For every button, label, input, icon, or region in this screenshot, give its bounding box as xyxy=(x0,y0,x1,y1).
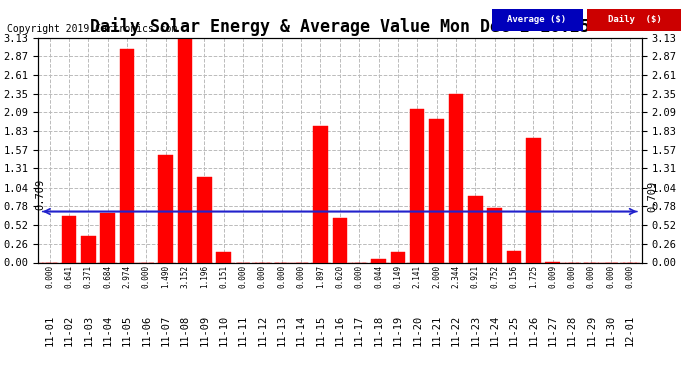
Text: 11-18: 11-18 xyxy=(373,314,384,345)
Text: 0.000: 0.000 xyxy=(239,265,248,288)
Text: 11-09: 11-09 xyxy=(199,314,209,345)
Text: 1.490: 1.490 xyxy=(161,265,170,288)
Bar xyxy=(100,213,115,262)
Text: 0.000: 0.000 xyxy=(607,265,615,288)
Bar xyxy=(178,36,193,262)
Bar xyxy=(468,196,482,262)
Text: 0.000: 0.000 xyxy=(626,265,635,288)
Text: 0.371: 0.371 xyxy=(83,265,92,288)
Bar xyxy=(506,251,521,262)
Text: 11-05: 11-05 xyxy=(122,314,132,345)
Text: 0.000: 0.000 xyxy=(142,265,151,288)
Text: 2.974: 2.974 xyxy=(122,265,132,288)
Bar xyxy=(371,260,386,262)
Text: 11-10: 11-10 xyxy=(219,314,228,345)
Bar xyxy=(159,155,173,262)
Text: 2.000: 2.000 xyxy=(432,265,441,288)
Text: 11-20: 11-20 xyxy=(412,314,422,345)
Bar xyxy=(429,119,444,262)
Text: 11-27: 11-27 xyxy=(548,314,558,345)
Text: 11-30: 11-30 xyxy=(606,314,615,345)
Text: 11-11: 11-11 xyxy=(238,314,248,345)
Text: 11-29: 11-29 xyxy=(586,314,596,345)
Text: 0.000: 0.000 xyxy=(587,265,596,288)
Bar xyxy=(391,252,405,262)
Text: 0.709: 0.709 xyxy=(648,180,658,212)
Text: Copyright 2019 Cartronics.com: Copyright 2019 Cartronics.com xyxy=(7,24,177,34)
FancyBboxPatch shape xyxy=(492,9,582,31)
Text: 11-03: 11-03 xyxy=(83,314,93,345)
Bar xyxy=(197,177,212,262)
Text: 11-01: 11-01 xyxy=(45,314,55,345)
Text: 11-21: 11-21 xyxy=(431,314,442,345)
Text: 11-06: 11-06 xyxy=(141,314,151,345)
FancyBboxPatch shape xyxy=(586,9,681,31)
Title: Daily Solar Energy & Average Value Mon Dec 2 16:25: Daily Solar Energy & Average Value Mon D… xyxy=(90,17,590,36)
Bar xyxy=(313,126,328,262)
Bar xyxy=(448,94,463,262)
Text: 11-17: 11-17 xyxy=(354,314,364,345)
Bar xyxy=(61,216,76,262)
Text: 11-26: 11-26 xyxy=(529,314,538,345)
Text: 0.921: 0.921 xyxy=(471,265,480,288)
Text: 11-28: 11-28 xyxy=(567,314,577,345)
Bar xyxy=(526,138,540,262)
Bar xyxy=(487,209,502,262)
Text: 11-04: 11-04 xyxy=(103,314,112,345)
Text: Daily  ($): Daily ($) xyxy=(608,15,662,24)
Text: 11-23: 11-23 xyxy=(471,314,480,345)
Bar xyxy=(410,109,424,262)
Text: 3.152: 3.152 xyxy=(181,265,190,288)
Bar xyxy=(333,218,347,262)
Text: 0.641: 0.641 xyxy=(64,265,73,288)
Text: 11-07: 11-07 xyxy=(161,314,170,345)
Text: 11-15: 11-15 xyxy=(315,314,326,345)
Text: 11-13: 11-13 xyxy=(277,314,287,345)
Text: 0.009: 0.009 xyxy=(548,265,558,288)
Text: 1.725: 1.725 xyxy=(529,265,538,288)
Text: 0.000: 0.000 xyxy=(45,265,54,288)
Text: 0.709: 0.709 xyxy=(35,179,45,210)
Text: 0.044: 0.044 xyxy=(374,265,383,288)
Text: 11-24: 11-24 xyxy=(490,314,500,345)
Text: 2.141: 2.141 xyxy=(413,265,422,288)
Text: 12-01: 12-01 xyxy=(625,314,635,345)
Text: 0.000: 0.000 xyxy=(568,265,577,288)
Text: 1.196: 1.196 xyxy=(200,265,209,288)
Bar xyxy=(119,49,135,262)
Text: 11-02: 11-02 xyxy=(64,314,74,345)
Text: 11-25: 11-25 xyxy=(509,314,519,345)
Text: 0.000: 0.000 xyxy=(355,265,364,288)
Text: 1.897: 1.897 xyxy=(316,265,325,288)
Bar xyxy=(217,252,231,262)
Text: 0.000: 0.000 xyxy=(297,265,306,288)
Text: 0.149: 0.149 xyxy=(393,265,402,288)
Text: 11-22: 11-22 xyxy=(451,314,461,345)
Text: 11-14: 11-14 xyxy=(296,314,306,345)
Text: 0.151: 0.151 xyxy=(219,265,228,288)
Text: 11-16: 11-16 xyxy=(335,314,345,345)
Text: 11-08: 11-08 xyxy=(180,314,190,345)
Text: 0.000: 0.000 xyxy=(258,265,267,288)
Text: 11-19: 11-19 xyxy=(393,314,403,345)
Text: 0.620: 0.620 xyxy=(335,265,344,288)
Text: 0.684: 0.684 xyxy=(103,265,112,288)
Text: 11-12: 11-12 xyxy=(257,314,268,345)
Text: 2.344: 2.344 xyxy=(451,265,460,288)
Text: 0.752: 0.752 xyxy=(490,265,499,288)
Bar xyxy=(81,236,95,262)
Text: 0.156: 0.156 xyxy=(509,265,518,288)
Text: Average ($): Average ($) xyxy=(506,15,566,24)
Text: 0.000: 0.000 xyxy=(277,265,286,288)
